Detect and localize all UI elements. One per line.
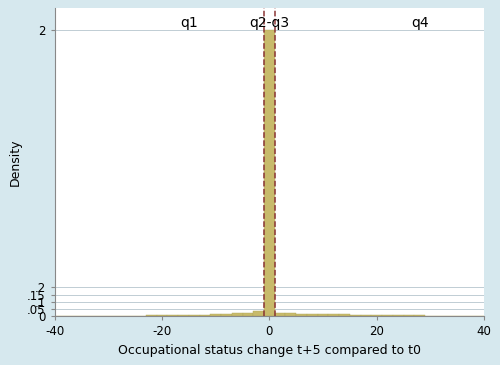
Bar <box>200 315 210 316</box>
Bar <box>307 314 318 316</box>
Bar <box>264 30 275 316</box>
Bar <box>146 315 156 316</box>
Bar <box>339 314 350 316</box>
Bar <box>372 315 382 316</box>
Text: q4: q4 <box>411 16 428 30</box>
Bar <box>296 314 307 316</box>
X-axis label: Occupational status change t+5 compared to t0: Occupational status change t+5 compared … <box>118 344 421 357</box>
Bar <box>189 315 200 316</box>
Bar <box>210 314 221 316</box>
Bar <box>221 314 232 316</box>
Bar <box>382 315 393 316</box>
Bar <box>232 313 242 316</box>
Bar <box>318 314 328 316</box>
Text: q2-q3: q2-q3 <box>250 16 290 30</box>
Bar <box>275 312 285 316</box>
Bar <box>393 315 404 316</box>
Bar <box>242 313 254 316</box>
Bar <box>168 315 178 316</box>
Bar <box>414 315 425 316</box>
Text: q1: q1 <box>180 16 198 30</box>
Bar <box>350 315 360 316</box>
Bar <box>156 315 168 316</box>
Bar <box>328 314 339 316</box>
Bar <box>404 315 414 316</box>
Bar <box>254 311 264 316</box>
Bar <box>360 315 372 316</box>
Y-axis label: Density: Density <box>8 138 22 186</box>
Bar <box>286 313 296 316</box>
Bar <box>178 315 189 316</box>
